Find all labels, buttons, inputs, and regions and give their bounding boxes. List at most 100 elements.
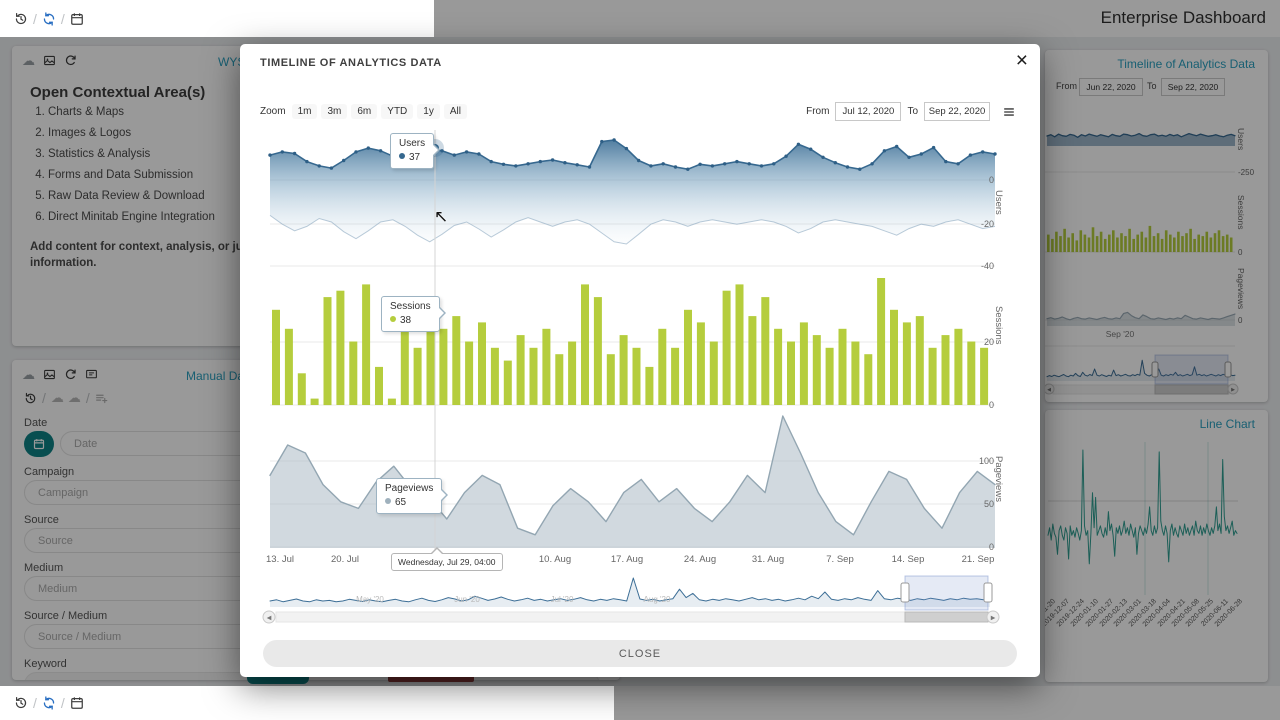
list-item: Raw Data Review & Download — [48, 190, 215, 202]
svg-text:24. Aug: 24. Aug — [684, 554, 716, 565]
zoom-1y-button[interactable]: 1y — [417, 104, 440, 119]
scrollbar-thumb[interactable] — [905, 612, 988, 622]
users-series-dot — [399, 152, 405, 159]
contextual-list: Charts & Maps Images & Logos Statistics … — [30, 106, 215, 223]
divider: / — [33, 10, 37, 27]
timeline-modal: TIMELINE OF ANALYTICS DATA × Zoom 1m 3m … — [240, 44, 1040, 677]
reload-icon[interactable] — [64, 368, 77, 381]
close-button[interactable]: CLOSE — [263, 640, 1017, 667]
pageviews-series-dot — [385, 497, 391, 504]
wysiwyg-link[interactable]: WYS — [218, 55, 246, 69]
list-item: Direct Minitab Engine Integration — [48, 211, 215, 223]
svg-text:May '20: May '20 — [356, 595, 384, 604]
zoom-all-button[interactable]: All — [443, 104, 467, 119]
field-label-medium: Medium — [24, 562, 64, 574]
cloud-download-icon[interactable]: ☁ — [67, 390, 81, 405]
playlist-add-icon[interactable] — [95, 392, 108, 405]
bottom-toolbar: / / — [0, 686, 614, 720]
mini-to-input[interactable] — [1161, 78, 1225, 96]
divider: / — [85, 390, 90, 406]
svg-text:◀: ◀ — [1047, 387, 1051, 393]
top-toolbar: / / — [0, 0, 434, 37]
history-icon[interactable] — [14, 12, 28, 26]
list-item: Statistics & Analysis — [48, 148, 215, 160]
svg-text:Jul '20: Jul '20 — [551, 595, 574, 604]
to-date-input[interactable] — [924, 102, 990, 121]
zoom-6m-button[interactable]: 6m — [351, 104, 378, 119]
svg-text:21. Sep: 21. Sep — [962, 554, 995, 565]
history-icon[interactable] — [14, 696, 28, 710]
contextual-title: Open Contextual Area(s) — [30, 84, 206, 101]
line-chart-link[interactable]: Line Chart — [1199, 417, 1255, 431]
navigator-selection[interactable] — [905, 576, 988, 610]
divider: / — [60, 695, 65, 711]
pageviews-axis-title: Pageviews — [993, 456, 1004, 502]
zoom-ytd-button[interactable]: YTD — [381, 104, 414, 119]
svg-text:0: 0 — [1238, 316, 1243, 325]
timeline-stock-chart[interactable]: May '20 Jun '20 Jul '20 Aug '20 ◀ ▶ 13. Jul 20.… — [260, 104, 1020, 664]
sync-icon[interactable] — [42, 11, 56, 26]
zoom-3m-button[interactable]: 3m — [321, 104, 348, 119]
manual-data-link[interactable]: Manual Da — [186, 369, 245, 383]
calendar-icon[interactable] — [70, 12, 84, 26]
divider: / — [33, 695, 37, 711]
svg-text:14. Sep: 14. Sep — [892, 554, 925, 565]
svg-text:-40: -40 — [981, 261, 994, 271]
sync-icon[interactable] — [42, 696, 56, 710]
svg-text:▶: ▶ — [991, 616, 996, 622]
timeline-mini-card: Timeline of Analytics Data From To -250 0… — [1045, 50, 1268, 402]
from-date-input[interactable] — [835, 102, 902, 121]
cloud-upload-icon[interactable]: ☁ — [50, 390, 64, 405]
line-chart-card: Line Chart 2019-11-20 2019-12-07 2019-12-2… — [1045, 410, 1268, 682]
list-item: Charts & Maps — [48, 106, 215, 118]
message-icon[interactable] — [85, 368, 98, 381]
svg-text:-20: -20 — [981, 219, 994, 229]
crosshair-date-callout: Wednesday, Jul 29, 04:00 — [391, 547, 503, 571]
sessions-axis-title: Sessions — [993, 306, 1004, 345]
svg-text:13. Jul: 13. Jul — [266, 554, 294, 565]
field-label-keyword: Keyword — [24, 658, 67, 670]
svg-text:10. Aug: 10. Aug — [539, 554, 571, 565]
svg-text:Jun '20: Jun '20 — [454, 595, 480, 604]
svg-text:Aug '20: Aug '20 — [644, 595, 671, 604]
chart-menu-icon[interactable] — [1002, 105, 1016, 119]
image-icon[interactable] — [43, 368, 56, 381]
date-picker-button[interactable] — [24, 431, 54, 457]
divider: / — [42, 390, 46, 406]
timeline-mini-chart[interactable]: -250 0 0 Sep '20 ◀ ▶ — [1045, 100, 1268, 400]
cloud-icon[interactable]: ☁ — [22, 52, 35, 68]
list-item: Forms and Data Submission — [48, 169, 215, 181]
modal-title: TIMELINE OF ANALYTICS DATA — [260, 57, 442, 69]
users-axis-title: Users — [993, 190, 1004, 215]
pageviews-tooltip: Pageviews 65 — [376, 478, 449, 514]
calendar-icon — [33, 438, 45, 450]
svg-text:100: 100 — [979, 456, 994, 466]
svg-text:▶: ▶ — [1231, 387, 1235, 393]
svg-text:0: 0 — [989, 175, 994, 185]
history-icon[interactable] — [24, 392, 37, 405]
calendar-icon[interactable] — [70, 696, 84, 710]
line-chart[interactable] — [1045, 440, 1268, 598]
field-label-source-medium: Source / Medium — [24, 610, 108, 622]
users-tooltip: Users 37 — [390, 133, 441, 169]
timeline-link[interactable]: Timeline of Analytics Data — [1117, 57, 1255, 71]
close-icon[interactable]: × — [1015, 49, 1028, 72]
cloud-icon[interactable]: ☁ — [22, 366, 35, 382]
svg-text:20. Jul: 20. Jul — [331, 554, 359, 565]
mini-from-input[interactable] — [1079, 78, 1143, 96]
mini-navigator-selection[interactable] — [1155, 355, 1228, 384]
svg-text:-250: -250 — [1238, 168, 1255, 177]
svg-text:7. Sep: 7. Sep — [826, 554, 853, 565]
zoom-1m-button[interactable]: 1m — [291, 104, 318, 119]
divider: / — [60, 10, 65, 27]
sessions-series-dot — [390, 315, 396, 322]
mini-to-label: To — [1147, 81, 1157, 91]
svg-text:17. Aug: 17. Aug — [611, 554, 643, 565]
danger-button[interactable] — [388, 674, 474, 682]
reload-icon[interactable] — [64, 54, 77, 67]
svg-text:50: 50 — [984, 499, 994, 509]
svg-text:0: 0 — [989, 400, 994, 410]
svg-text:◀: ◀ — [267, 616, 272, 622]
image-icon[interactable] — [43, 54, 56, 67]
field-label-campaign: Campaign — [24, 466, 75, 478]
